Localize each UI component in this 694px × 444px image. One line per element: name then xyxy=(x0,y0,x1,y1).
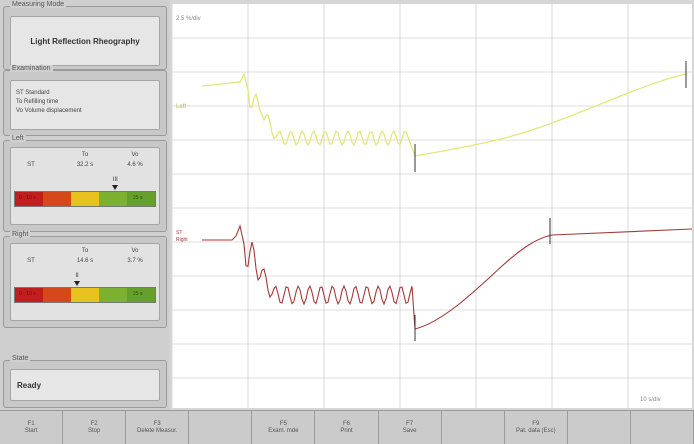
left-legend: Left xyxy=(10,135,26,142)
right-to-label: To xyxy=(81,248,89,254)
fkey-number: F9 xyxy=(532,420,540,427)
right-scale-label: 0 - 10 s xyxy=(19,291,36,297)
fkey-label: Pat. data (Esc) xyxy=(515,427,556,434)
left-measurement-panel: ST To 32.2 s Vo 4.6 % III 0 - 10 s 25 s xyxy=(10,147,160,225)
fkey-label: Exam. mde xyxy=(268,427,299,434)
fkey-number: F5 xyxy=(279,420,287,427)
examination-line: ST Standard xyxy=(16,90,50,96)
examination-button[interactable]: ST Standard To Refilling time Vo Volume … xyxy=(10,80,160,130)
fkey-label: Start xyxy=(24,427,38,434)
left-marker-icon xyxy=(111,185,118,190)
measuring-mode-group: Measuring Mode Light Reflection Rheograp… xyxy=(3,1,167,70)
fkey-f6-button[interactable]: F6 Print xyxy=(315,411,379,444)
fkey-number: F6 xyxy=(343,420,351,427)
rheography-plot: 2.5 %/div 10 s/div Left ST Right xyxy=(171,4,693,408)
fkey-empty-button[interactable] xyxy=(189,411,253,444)
fkey-f7-button[interactable]: F7 Save xyxy=(379,411,442,444)
examination-line: Vo Volume displacement xyxy=(16,108,82,114)
left-group: Left ST To 32.2 s Vo 4.6 % III 0 - 10 s … xyxy=(3,135,167,232)
examination-legend: Examination xyxy=(10,65,53,72)
examination-line: To Refilling time xyxy=(16,99,59,105)
left-to-value: 32.2 s xyxy=(76,162,94,168)
right-trace-line xyxy=(202,224,693,330)
fkey-f1-button[interactable]: F1 Start xyxy=(0,411,64,444)
state-legend: State xyxy=(10,355,31,362)
right-marker-label: II xyxy=(75,273,79,279)
right-vo-label: Vo xyxy=(131,248,139,254)
right-legend: Right xyxy=(10,231,31,238)
left-trace-line xyxy=(201,72,687,157)
plot-grid xyxy=(171,4,692,408)
state-value: Ready xyxy=(10,369,160,401)
fkey-number: F7 xyxy=(406,420,414,427)
left-marker-label: III xyxy=(112,177,118,183)
function-key-bar: F1 Start F2 Stop F3 Delete Measur. F5 Exam. mde… xyxy=(0,410,694,444)
left-to-label: To xyxy=(81,152,89,158)
fkey-number: F2 xyxy=(90,420,98,427)
state-group: State Ready xyxy=(3,355,167,408)
fkey-number: F1 xyxy=(27,420,35,427)
left-scale-label: 0 - 10 s xyxy=(19,195,36,201)
measuring-mode-button[interactable]: Light Reflection Rheography xyxy=(10,16,160,66)
right-trace-label: Right xyxy=(176,237,188,243)
right-vo-value: 3.7 % xyxy=(127,258,143,264)
scale-green-2 xyxy=(127,288,155,302)
right-group: Right ST To 14.6 s Vo 3.7 % II 0 - 10 s … xyxy=(3,231,167,328)
fkey-label: Print xyxy=(340,427,353,434)
left-st-label: ST xyxy=(27,162,35,168)
sidebar: Measuring Mode Light Reflection Rheograp… xyxy=(0,0,170,410)
plot-svg: 2.5 %/div 10 s/div Left ST Right xyxy=(171,4,693,408)
left-trace-label: Left xyxy=(176,104,186,110)
scale-red xyxy=(15,288,43,302)
right-st-label: ST xyxy=(27,258,35,264)
right-measurement-panel: ST To 14.6 s Vo 3.7 % II 0 - 10 s 25 s xyxy=(10,243,160,321)
right-trace-label-st: ST xyxy=(176,230,182,236)
left-scale-label: 25 s xyxy=(133,195,143,201)
fkey-f2-button[interactable]: F2 Stop xyxy=(63,411,127,444)
scale-green xyxy=(99,288,127,302)
fkey-empty-button[interactable] xyxy=(442,411,505,444)
right-to-value: 14.6 s xyxy=(76,258,94,264)
fkey-empty-button[interactable] xyxy=(568,411,631,444)
left-vo-value: 4.6 % xyxy=(127,162,143,168)
plot-time-label: 10 s/div xyxy=(640,397,661,403)
left-vo-label: Vo xyxy=(131,152,139,158)
fkey-f3-button[interactable]: F3 Delete Measur. xyxy=(126,411,190,444)
scale-orange xyxy=(43,192,71,206)
scale-yellow xyxy=(71,192,99,206)
right-scale-label: 25 s xyxy=(133,291,143,297)
scale-red xyxy=(15,192,43,206)
left-scale-bar xyxy=(14,191,156,207)
fkey-f5-button[interactable]: F5 Exam. mde xyxy=(252,411,316,444)
fkey-label: Delete Measur. xyxy=(137,427,178,434)
fkey-f9-button[interactable]: F9 Pat. data (Esc) xyxy=(505,411,568,444)
fkey-empty-button[interactable] xyxy=(631,411,694,444)
right-marker-icon xyxy=(74,281,81,286)
fkey-label: Save xyxy=(402,427,417,434)
scale-green-2 xyxy=(127,192,155,206)
right-scale-bar xyxy=(14,287,156,303)
fkey-number: F3 xyxy=(153,420,161,427)
scale-green xyxy=(99,192,127,206)
fkey-label: Stop xyxy=(87,427,101,434)
plot-scale-label: 2.5 %/div xyxy=(176,16,201,22)
scale-orange xyxy=(43,288,71,302)
scale-yellow xyxy=(71,288,99,302)
examination-group: Examination ST Standard To Refilling tim… xyxy=(3,65,167,136)
measuring-mode-legend: Measuring Mode xyxy=(10,1,67,8)
